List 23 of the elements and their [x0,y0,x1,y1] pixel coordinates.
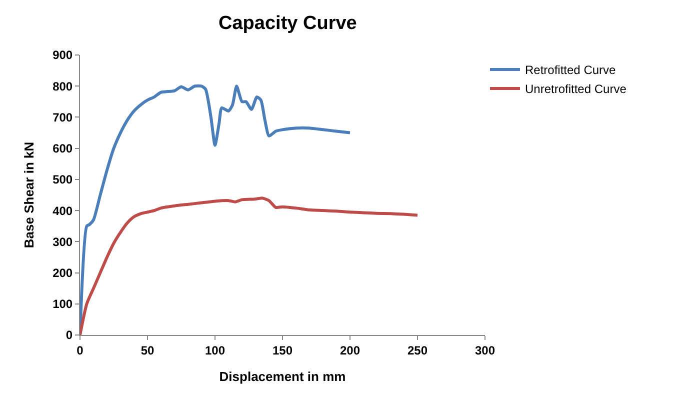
chart-title: Capacity Curve [218,13,357,34]
y-tick-label: 700 [52,110,73,124]
line-series [80,196,419,335]
legend-label: Retrofitted Curve [525,63,616,78]
x-tick-label: 150 [272,343,293,358]
x-axis-title: Displacement in mm [219,369,346,384]
y-tick-label: 400 [52,204,73,218]
x-tick-label: 100 [204,343,226,358]
y-tick-label: 800 [52,79,73,94]
y-tick-label: 200 [52,266,73,280]
x-tick-label: 300 [474,343,496,358]
y-tick-label: 300 [52,234,73,249]
x-tick-label: 50 [140,343,154,358]
x-tick-label: 250 [407,343,428,358]
y-tick-label: 600 [52,142,73,156]
legend-label: Unretrofitted Curve [525,82,627,96]
y-tick-label: 100 [52,297,73,312]
x-tick-label: 0 [76,343,84,358]
y-tick-label: 0 [66,328,73,342]
y-tick-label: 900 [52,48,73,62]
y-tick-label: 500 [52,172,73,187]
y-axis-title: Base Shear in kN [22,142,37,248]
x-tick-label: 200 [340,343,360,358]
